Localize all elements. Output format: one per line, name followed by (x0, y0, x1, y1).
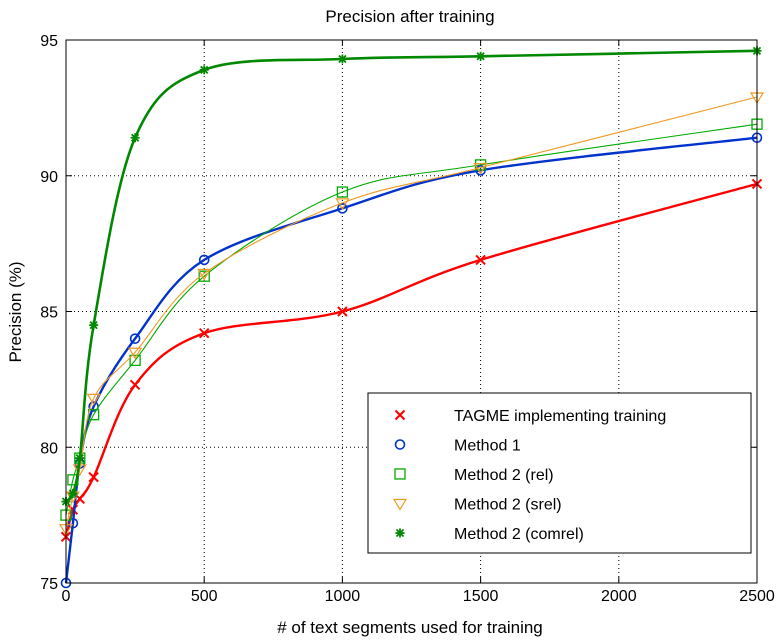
data-point (129, 379, 141, 391)
legend-marker (394, 468, 406, 480)
data-point (88, 471, 99, 483)
data-point (337, 54, 347, 64)
x-tick-label: 1500 (463, 588, 499, 605)
legend-entry: Method 1 (454, 438, 521, 455)
x-axis-label: # of text segments used for training (277, 618, 543, 637)
data-point (336, 186, 349, 198)
data-point (68, 488, 78, 498)
x-tick-label: 500 (191, 588, 218, 605)
data-point (198, 328, 210, 339)
x-tick-label: 1000 (325, 588, 361, 605)
data-point (86, 393, 101, 406)
data-point (129, 354, 141, 367)
x-tick-label: 2000 (601, 588, 637, 605)
x-tick-label: 0 (62, 588, 71, 605)
y-tick-label: 80 (40, 440, 58, 457)
data-point (89, 320, 99, 330)
legend-entry: Method 2 (comrel) (454, 526, 584, 543)
series-layer (58, 46, 765, 589)
data-point (198, 270, 210, 282)
data-point (476, 51, 486, 61)
legend-marker (395, 528, 405, 538)
y-tick-label: 95 (40, 33, 58, 50)
data-point (67, 474, 79, 486)
axis-ticks: 0 500 1000 1500 2000 2500 75 80 85 90 95 (40, 33, 775, 605)
y-tick-label: 75 (40, 576, 58, 593)
legend: TAGME implementing training Method 1 Metho… (367, 392, 752, 554)
legend-box (367, 392, 752, 554)
legend-marker (394, 439, 406, 450)
data-point (128, 347, 143, 360)
data-point (88, 401, 99, 412)
legend-marker (394, 409, 406, 421)
legend-entry: TAGME implementing training (454, 408, 666, 425)
legend-entry: Method 2 (rel) (454, 467, 554, 484)
data-point (197, 268, 212, 281)
chart-title: Precision after training (325, 7, 494, 26)
legend-marker (392, 498, 408, 511)
data-point (475, 254, 486, 266)
data-point (337, 306, 348, 317)
legend-entry: Method 2 (srel) (454, 497, 562, 514)
y-axis-label: Precision (%) (6, 261, 25, 362)
x-tick-label: 2500 (739, 588, 775, 605)
series-5 (61, 46, 762, 507)
data-point (473, 163, 488, 175)
series-1 (60, 178, 763, 543)
data-point (129, 333, 141, 344)
data-point (75, 453, 85, 463)
data-point (198, 254, 210, 266)
data-point (335, 198, 350, 211)
data-point (337, 203, 348, 214)
data-point (67, 517, 79, 529)
data-point (199, 65, 209, 75)
data-point (130, 133, 140, 143)
data-point (67, 504, 79, 515)
y-tick-label: 90 (40, 169, 58, 186)
y-tick-label: 85 (40, 305, 58, 322)
